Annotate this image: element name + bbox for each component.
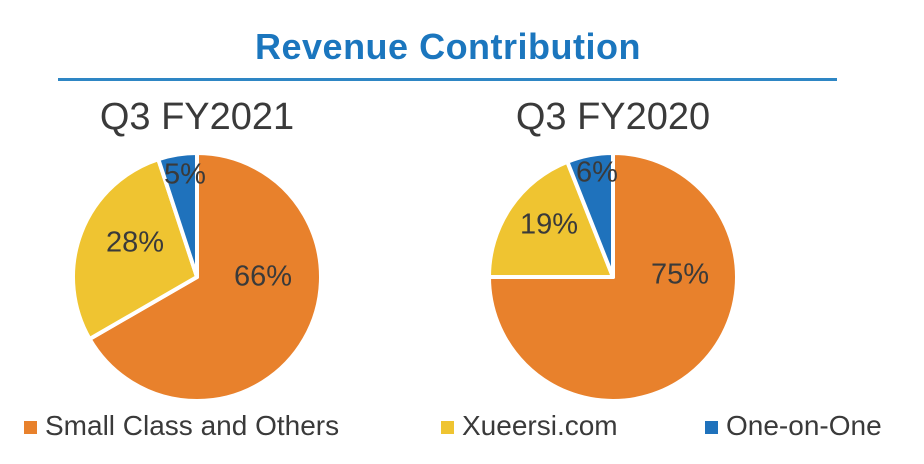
- legend-swatch-orange-icon: [24, 420, 37, 434]
- pie-slice-one-on-one: [156, 151, 199, 279]
- legend-item-xueersi-com: Xueersi.com: [441, 406, 618, 446]
- legend-label: Xueersi.com: [462, 410, 618, 441]
- legend-swatch-yellow-icon: [441, 420, 454, 434]
- legend-item-one-on-one: One-on-One: [705, 406, 882, 446]
- pie-title-q3-fy2021: Q3 FY2021: [99, 96, 295, 138]
- pie-slice-xueersi-com: [487, 159, 615, 279]
- pie-chart-block-q3-fy2021: Q3 FY2021 66% 28% 5%: [71, 96, 323, 403]
- chart-legend: Small Class and Others Xueersi.com One-o…: [0, 406, 924, 450]
- title-underline-divider: [58, 78, 837, 81]
- pie-chart-block-q3-fy2020: Q3 FY2020 75% 19% 6%: [487, 96, 739, 403]
- pie-title-q3-fy2020: Q3 FY2020: [515, 96, 711, 138]
- pie-chart-q3-fy2021: [71, 151, 323, 403]
- pie-slice-xueersi-com: [71, 157, 199, 341]
- page-title: Revenue Contribution: [255, 26, 641, 67]
- pie-slice-one-on-one: [565, 151, 615, 279]
- legend-label: Small Class and Others: [45, 410, 340, 441]
- legend-label: One-on-One: [726, 410, 882, 441]
- legend-swatch-blue-icon: [705, 420, 718, 434]
- pie-slice-small-class-and-others: [87, 151, 323, 403]
- legend-item-small-class-and-others: Small Class and Others: [24, 406, 339, 446]
- pie-chart-q3-fy2020: [487, 151, 739, 403]
